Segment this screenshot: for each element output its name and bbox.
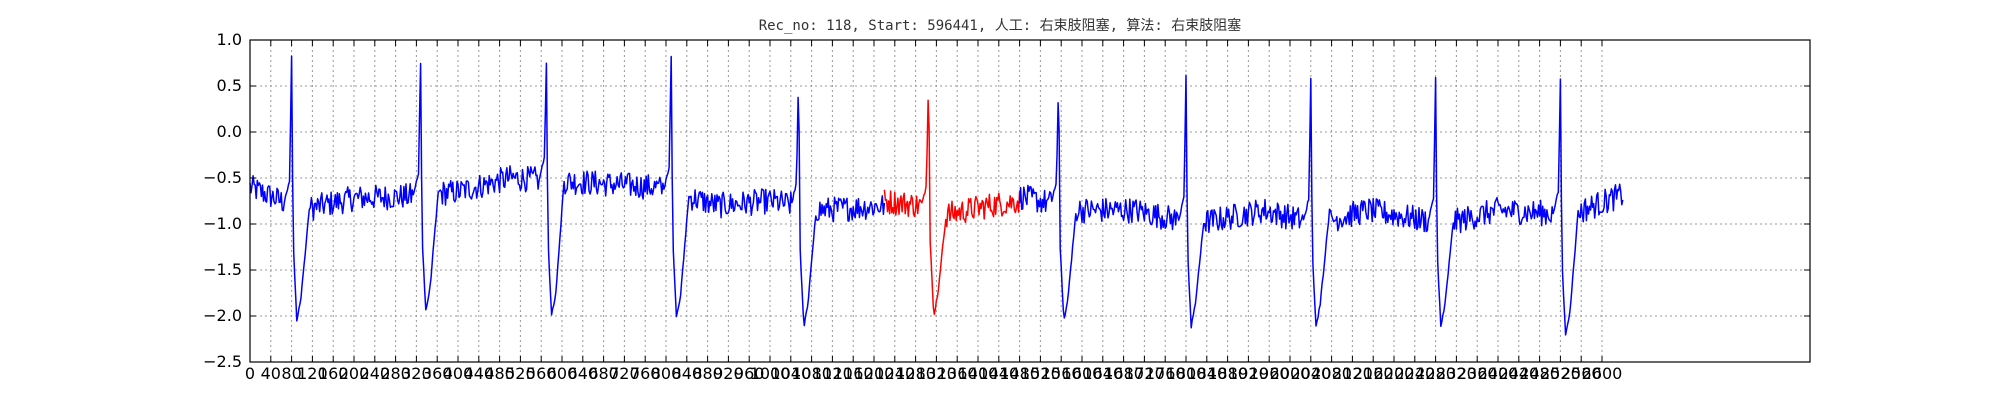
x-tick-label: 2160 <box>1353 364 1394 383</box>
y-tick-label: −0.5 <box>203 168 242 187</box>
x-tick-label: 1440 <box>978 364 1019 383</box>
x-tick-label: 40 <box>261 364 281 383</box>
x-tick-label: 1240 <box>874 364 915 383</box>
x-tick-label: 2520 <box>1540 364 1581 383</box>
x-tick-label: 160 <box>318 364 349 383</box>
x-tick-label: 1160 <box>833 364 874 383</box>
x-tick-label: 920 <box>713 364 744 383</box>
plot-frame <box>249 39 1811 363</box>
x-tick-label: 1080 <box>791 364 832 383</box>
x-tick-label: 2560 <box>1561 364 1602 383</box>
x-tick-label: 480 <box>484 364 515 383</box>
y-tick-label: −2.5 <box>203 352 242 371</box>
x-tick-label: 560 <box>526 364 557 383</box>
grid-lines <box>250 40 1810 362</box>
x-tick-label: 1200 <box>854 364 895 383</box>
x-tick-label: 1360 <box>937 364 978 383</box>
x-tick-label: 1000 <box>750 364 791 383</box>
x-tick-label: 680 <box>588 364 619 383</box>
x-tick-label: 360 <box>422 364 453 383</box>
x-tick-label: 1400 <box>958 364 999 383</box>
x-tick-label: 2320 <box>1436 364 1477 383</box>
x-tick-label: 2120 <box>1332 364 1373 383</box>
y-tick-label: −2.0 <box>203 306 242 325</box>
x-tick-label: 2280 <box>1415 364 1456 383</box>
x-tick-label: 0 <box>245 364 255 383</box>
x-tick-label: 760 <box>630 364 661 383</box>
x-tick-label: 2040 <box>1290 364 1331 383</box>
y-tick-label: −1.0 <box>203 214 242 233</box>
y-tick-label: 0.0 <box>217 122 242 141</box>
x-tick-label: 1120 <box>812 364 853 383</box>
ecg-series-line <box>883 99 1021 316</box>
x-tick-label: 1680 <box>1103 364 1144 383</box>
x-tick-label: 440 <box>464 364 495 383</box>
x-tick-label: 1600 <box>1062 364 1103 383</box>
x-tick-label: 720 <box>609 364 640 383</box>
x-tick-label: 1880 <box>1207 364 1248 383</box>
x-tick-label: 400 <box>443 364 474 383</box>
x-tick-label: 1040 <box>770 364 811 383</box>
x-tick-label: 280 <box>380 364 411 383</box>
x-tick-label: 2600 <box>1582 364 1623 383</box>
y-tick-label: 1.0 <box>217 30 242 49</box>
x-tick-label: 840 <box>672 364 703 383</box>
x-tick-label: 640 <box>568 364 599 383</box>
x-tick-label: 2400 <box>1478 364 1519 383</box>
x-tick-label: 520 <box>505 364 536 383</box>
x-tick-label: 2440 <box>1498 364 1539 383</box>
series-layer <box>249 55 1624 336</box>
x-tick-label: 1480 <box>999 364 1040 383</box>
x-tick-label: 1640 <box>1082 364 1123 383</box>
x-tick-label: 880 <box>692 364 723 383</box>
ecg-series-line <box>249 55 886 327</box>
x-tick-label: 1960 <box>1249 364 1290 383</box>
ecg-series-line <box>1018 74 1624 336</box>
y-axis-ticks: −2.5 −2.0 −1.5 −1.0 −0.5 0.0 0.5 1.0 <box>203 30 1810 371</box>
x-tick-label: 2360 <box>1457 364 1498 383</box>
x-tick-label: 1840 <box>1186 364 1227 383</box>
x-tick-label: 200 <box>339 364 370 383</box>
x-tick-label: 1800 <box>1166 364 1207 383</box>
x-tick-label: 960 <box>734 364 765 383</box>
x-tick-label: 600 <box>547 364 578 383</box>
x-tick-label: 2240 <box>1394 364 1435 383</box>
x-tick-label: 1760 <box>1145 364 1186 383</box>
x-tick-label: 1520 <box>1020 364 1061 383</box>
x-tick-label: 1280 <box>895 364 936 383</box>
x-tick-label: 1320 <box>916 364 957 383</box>
y-tick-label: 0.5 <box>217 76 242 95</box>
x-tick-label: 1560 <box>1041 364 1082 383</box>
x-tick-label: 80 <box>281 364 301 383</box>
x-tick-label: 2200 <box>1374 364 1415 383</box>
x-tick-label: 800 <box>651 364 682 383</box>
x-tick-label: 2080 <box>1311 364 1352 383</box>
x-tick-label: 2480 <box>1519 364 1560 383</box>
x-tick-label: 2000 <box>1270 364 1311 383</box>
chart-title: Rec_no: 118, Start: 596441, 人工: 右束肢阻塞, 算… <box>759 17 1242 34</box>
x-tick-label: 1920 <box>1228 364 1269 383</box>
x-axis-ticks: 0 40 8012016020024028032036040044048052056… <box>245 40 1622 383</box>
x-tick-label: 120 <box>297 364 328 383</box>
x-tick-label: 320 <box>401 364 432 383</box>
x-tick-label: 240 <box>360 364 391 383</box>
y-tick-label: −1.5 <box>203 260 242 279</box>
x-tick-label: 1720 <box>1124 364 1165 383</box>
